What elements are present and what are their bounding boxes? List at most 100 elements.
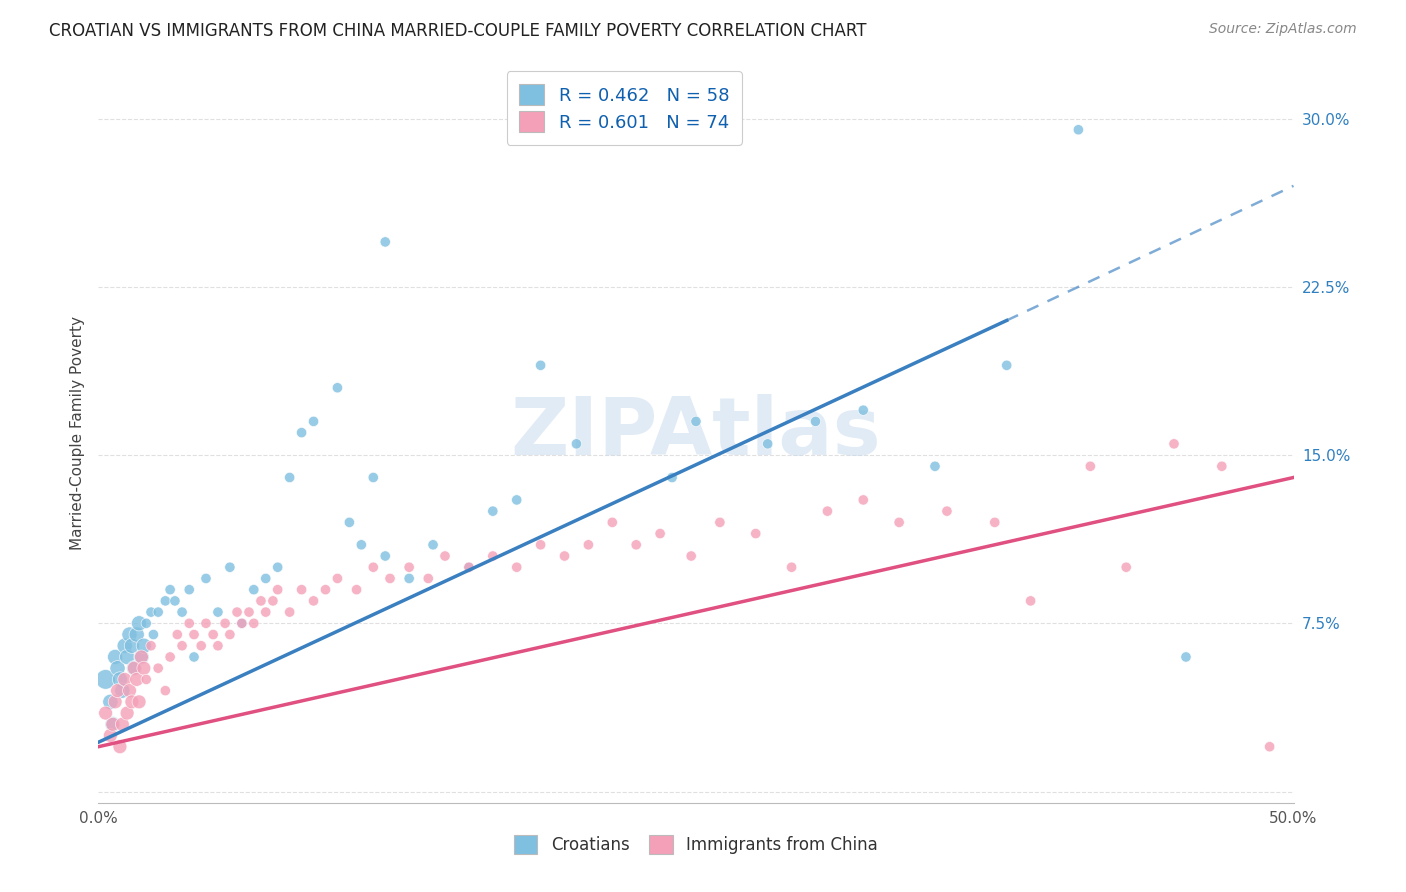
Point: [422, 538, 444, 552]
Point: [111, 683, 134, 698]
Point: [326, 571, 349, 585]
Point: [852, 492, 875, 507]
Point: [124, 661, 146, 675]
Point: [163, 594, 186, 608]
Point: [179, 616, 201, 631]
Point: [398, 571, 420, 585]
Point: [148, 605, 170, 619]
Point: [155, 594, 177, 608]
Point: [125, 673, 148, 687]
Point: [530, 359, 553, 373]
Point: [121, 695, 143, 709]
Point: [278, 605, 301, 619]
Point: [326, 381, 349, 395]
Point: [254, 571, 277, 585]
Point: [995, 359, 1018, 373]
Point: [219, 627, 242, 641]
Point: [98, 695, 122, 709]
Point: [219, 560, 242, 574]
Point: [780, 560, 803, 574]
Point: [207, 605, 229, 619]
Point: [183, 650, 205, 665]
Point: [155, 683, 177, 698]
Point: [118, 627, 141, 641]
Text: ZIPAtlas: ZIPAtlas: [510, 393, 882, 472]
Point: [685, 414, 707, 428]
Point: [214, 616, 236, 631]
Point: [124, 661, 146, 675]
Point: [374, 235, 396, 249]
Point: [984, 516, 1007, 530]
Point: [1080, 459, 1102, 474]
Point: [202, 627, 225, 641]
Y-axis label: Married-Couple Family Poverty: Married-Couple Family Poverty: [69, 316, 84, 549]
Point: [578, 538, 600, 552]
Point: [207, 639, 229, 653]
Point: [104, 695, 127, 709]
Point: [745, 526, 768, 541]
Point: [94, 706, 117, 720]
Point: [378, 571, 401, 585]
Point: [107, 683, 129, 698]
Point: [121, 639, 143, 653]
Point: [159, 650, 181, 665]
Point: [172, 605, 194, 619]
Point: [889, 516, 911, 530]
Point: [1115, 560, 1137, 574]
Point: [924, 459, 946, 474]
Text: CROATIAN VS IMMIGRANTS FROM CHINA MARRIED-COUPLE FAMILY POVERTY CORRELATION CHAR: CROATIAN VS IMMIGRANTS FROM CHINA MARRIE…: [49, 22, 866, 40]
Point: [111, 717, 134, 731]
Point: [398, 560, 420, 574]
Text: Source: ZipAtlas.com: Source: ZipAtlas.com: [1209, 22, 1357, 37]
Point: [506, 492, 529, 507]
Point: [350, 538, 373, 552]
Point: [139, 639, 162, 653]
Point: [363, 470, 385, 484]
Point: [190, 639, 212, 653]
Point: [936, 504, 959, 518]
Point: [302, 594, 325, 608]
Point: [804, 414, 827, 428]
Point: [506, 560, 529, 574]
Point: [481, 504, 505, 518]
Point: [815, 504, 838, 518]
Point: [626, 538, 648, 552]
Point: [434, 549, 457, 563]
Point: [458, 560, 481, 574]
Point: [94, 673, 117, 687]
Point: [481, 549, 505, 563]
Point: [104, 650, 127, 665]
Point: [346, 582, 368, 597]
Point: [291, 582, 314, 597]
Point: [128, 695, 150, 709]
Point: [374, 549, 396, 563]
Point: [756, 437, 779, 451]
Point: [139, 605, 162, 619]
Point: [128, 616, 150, 631]
Point: [418, 571, 440, 585]
Point: [125, 627, 148, 641]
Point: [195, 616, 218, 631]
Point: [243, 582, 266, 597]
Point: [1211, 459, 1233, 474]
Point: [114, 639, 136, 653]
Point: [709, 516, 731, 530]
Point: [107, 661, 129, 675]
Point: [681, 549, 703, 563]
Point: [458, 560, 481, 574]
Point: [1019, 594, 1042, 608]
Point: [148, 661, 170, 675]
Point: [179, 582, 201, 597]
Point: [661, 470, 683, 484]
Point: [1258, 739, 1281, 754]
Point: [101, 717, 124, 731]
Legend: Croatians, Immigrants from China: Croatians, Immigrants from China: [508, 829, 884, 861]
Point: [315, 582, 337, 597]
Point: [132, 661, 155, 675]
Point: [131, 650, 153, 665]
Point: [195, 571, 218, 585]
Point: [115, 650, 138, 665]
Point: [243, 616, 266, 631]
Point: [250, 594, 273, 608]
Point: [339, 516, 361, 530]
